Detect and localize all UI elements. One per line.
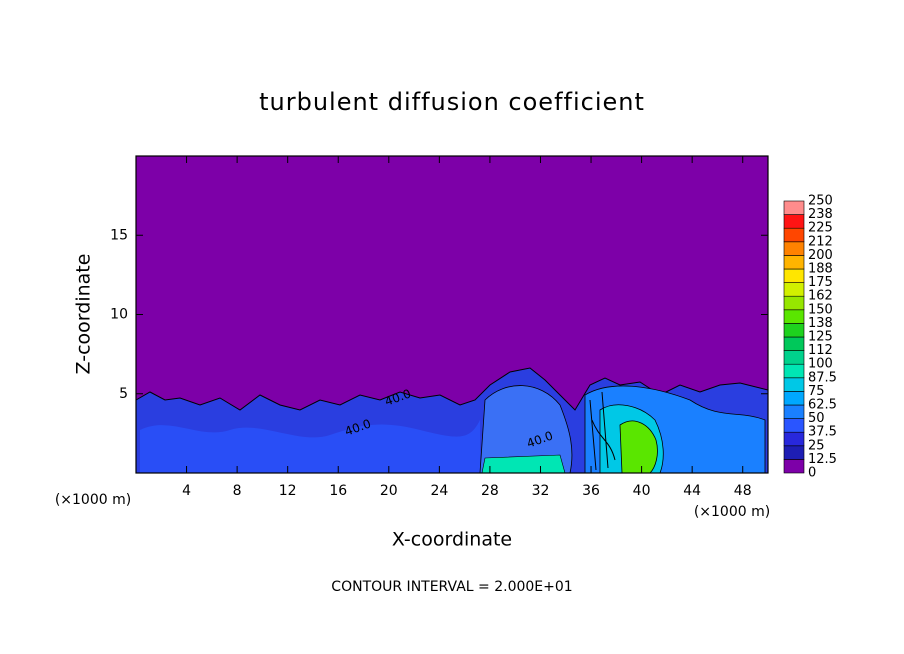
colorbar-swatch (783, 377, 805, 392)
x-tick-label: 28 (481, 483, 499, 499)
colorbar-label: 162 (808, 289, 833, 304)
colorbar-swatch (783, 459, 805, 474)
colorbar-swatch (783, 363, 805, 379)
colorbar-swatch (783, 268, 805, 283)
x-axis-label: X-coordinate (392, 529, 512, 551)
colorbar-label: 225 (808, 221, 833, 236)
colorbar-label: 50 (808, 411, 825, 426)
x-tick-label: 44 (683, 483, 701, 499)
colorbar-label: 175 (808, 275, 833, 290)
field (135, 156, 769, 474)
x-tick-label: 20 (380, 483, 398, 499)
colorbar-swatch (783, 404, 805, 419)
colorbar-label: 62.5 (808, 398, 837, 413)
colorbar-label: 150 (808, 302, 833, 317)
field-layer (479, 385, 573, 474)
colorbar-label: 238 (808, 207, 833, 222)
field-layer (619, 420, 658, 474)
colorbar-label: 112 (808, 343, 833, 358)
footer: CONTOUR INTERVAL = 2.000E+01 (331, 579, 572, 595)
colorbar-label: 138 (808, 316, 833, 331)
x-tick-label: 4 (182, 483, 191, 499)
x-tick-label: 40 (633, 483, 651, 499)
x-tick-label: 8 (233, 483, 242, 499)
colorbar-label: 200 (808, 248, 833, 263)
colorbar-label: 37.5 (808, 425, 837, 440)
colorbar-label: 0 (808, 466, 816, 481)
colorbar-label: 87.5 (808, 370, 837, 385)
colorbar-swatch (783, 282, 805, 297)
colorbar-swatch (783, 200, 805, 215)
colorbar-swatch (783, 309, 805, 324)
colorbar-swatch (783, 255, 805, 270)
y-tick-label: 10 (110, 307, 128, 323)
colorbar-swatch (783, 418, 805, 433)
colorbar-label: 250 (808, 194, 833, 209)
colorbar-swatch (783, 391, 805, 406)
x-tick-label: 48 (734, 483, 752, 499)
x-tick-label: 16 (329, 483, 347, 499)
colorbar-label: 125 (808, 330, 833, 345)
colorbar-label: 188 (808, 262, 833, 277)
colorbar-swatch (783, 295, 805, 311)
colorbar-swatch (783, 227, 805, 243)
colorbar-swatch (783, 336, 805, 351)
colorbar-swatch (783, 214, 805, 229)
y-tick-label: 5 (119, 386, 128, 402)
colorbar-swatch (783, 431, 805, 447)
field-layer (481, 454, 566, 474)
colorbar-label: 75 (808, 384, 825, 399)
y-axis-label: Z-coordinate (73, 254, 95, 375)
x-tick-label: 24 (430, 483, 448, 499)
contour-line (589, 391, 616, 471)
colorbar-label: 212 (808, 234, 833, 249)
x-unit: (×1000 m) (55, 492, 131, 508)
y-tick-label: 15 (110, 227, 128, 243)
x-tick-label: 36 (582, 483, 600, 499)
colorbar-swatch (783, 350, 805, 365)
chart-title: turbulent diffusion coefficient (259, 88, 645, 116)
x-tick-label: 32 (532, 483, 550, 499)
colorbar-swatch (783, 445, 805, 460)
colorbar-label: 100 (808, 357, 833, 372)
field-layer (140, 420, 480, 473)
x-unit: (×1000 m) (694, 504, 770, 520)
x-tick-label: 12 (279, 483, 297, 499)
colorbar-label: 25 (808, 438, 825, 453)
colorbar-swatch (783, 323, 805, 338)
colorbar-label: 12.5 (808, 452, 837, 467)
colorbar-swatch (783, 241, 805, 256)
